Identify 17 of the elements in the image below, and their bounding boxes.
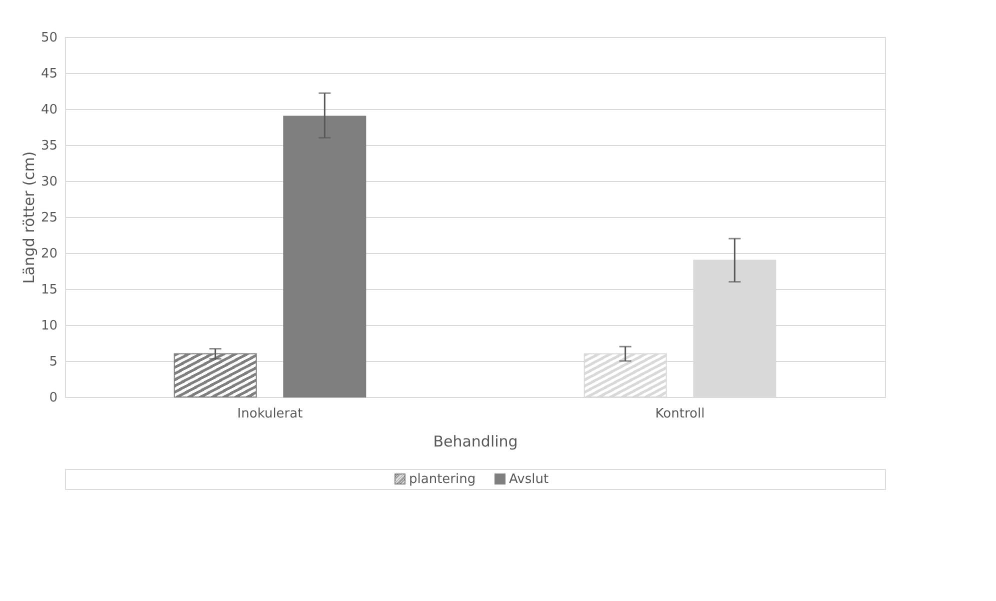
y-tick-label: 40 bbox=[40, 102, 58, 118]
y-axis-title: Längd rötter (cm) bbox=[20, 151, 38, 284]
y-tick-label: 50 bbox=[40, 30, 58, 46]
y-tick-label: 15 bbox=[40, 282, 58, 298]
legend-label: plantering bbox=[409, 472, 476, 487]
legend-label: Avslut bbox=[509, 472, 549, 487]
y-tick-label: 20 bbox=[40, 246, 58, 262]
y-tick-label: 35 bbox=[40, 138, 58, 154]
y-tick-label: 5 bbox=[49, 354, 58, 370]
y-tick-label: 0 bbox=[49, 390, 58, 406]
y-tick-label: 25 bbox=[40, 210, 58, 226]
y-tick-label: 10 bbox=[40, 318, 58, 334]
x-tick-label: Kontroll bbox=[655, 406, 705, 422]
y-tick-label: 30 bbox=[40, 174, 58, 190]
y-tick-label: 45 bbox=[40, 66, 58, 82]
x-tick-label: Inokulerat bbox=[237, 406, 303, 422]
x-axis-title: Behandling bbox=[433, 432, 518, 450]
